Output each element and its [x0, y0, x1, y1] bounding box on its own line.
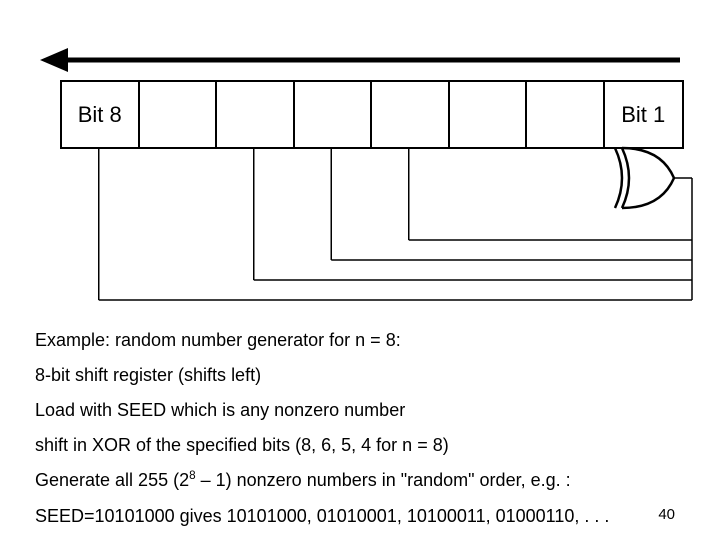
t6b: 10101000 gives	[95, 506, 227, 526]
register-cell-6	[217, 82, 295, 147]
t6c: 1	[227, 506, 237, 526]
shift-register: Bit 8 Bit 1	[60, 80, 684, 149]
t5a: Generate all 255 (2	[35, 470, 189, 490]
t6g: 1	[407, 506, 417, 526]
t2b: -bit shift register (shifts left)	[45, 365, 261, 385]
t6a: SEED=	[35, 506, 95, 526]
t1b: 8:	[386, 330, 401, 350]
page-number: 40	[658, 506, 675, 523]
text-line-6: SEED=10101000 gives 10101000, 01010001, …	[35, 506, 609, 527]
t6e: 0	[317, 506, 327, 526]
text-line-4: shift in XOR of the specified bits (8, 6…	[35, 435, 449, 456]
t5b: – 1) nonzero numbers in "random" order, …	[196, 470, 571, 490]
text-line-5: Generate all 255 (28 – 1) nonzero number…	[35, 470, 571, 491]
t6h: 0100011,	[417, 506, 496, 526]
text-line-2: 8-bit shift register (shifts left)	[35, 365, 261, 386]
t4a: shift in XOR of the specified bits (	[35, 435, 301, 455]
t1a: Example: random number generator for n =	[35, 330, 386, 350]
t6i: 0	[496, 506, 506, 526]
t6d: 0101000,	[237, 506, 317, 526]
text-line-1: Example: random number generator for n =…	[35, 330, 401, 351]
t6f: 1010001,	[327, 506, 407, 526]
t4b: 8, 6, 5, 4 for n = 8)	[301, 435, 449, 455]
lfsr-diagram-slide: Bit 8 Bit 1 Example: random number genera…	[0, 0, 720, 540]
register-cell-8: Bit 8	[62, 82, 140, 147]
register-cell-1: Bit 1	[605, 82, 683, 147]
t6j: 1000110, . . .	[506, 506, 610, 526]
register-cell-3	[450, 82, 528, 147]
register-cell-4	[372, 82, 450, 147]
t2a: 8	[35, 365, 45, 385]
text-line-3: Load with SEED which is any nonzero numb…	[35, 400, 405, 421]
register-cell-2	[527, 82, 605, 147]
register-cell-5	[295, 82, 373, 147]
register-cell-7	[140, 82, 218, 147]
